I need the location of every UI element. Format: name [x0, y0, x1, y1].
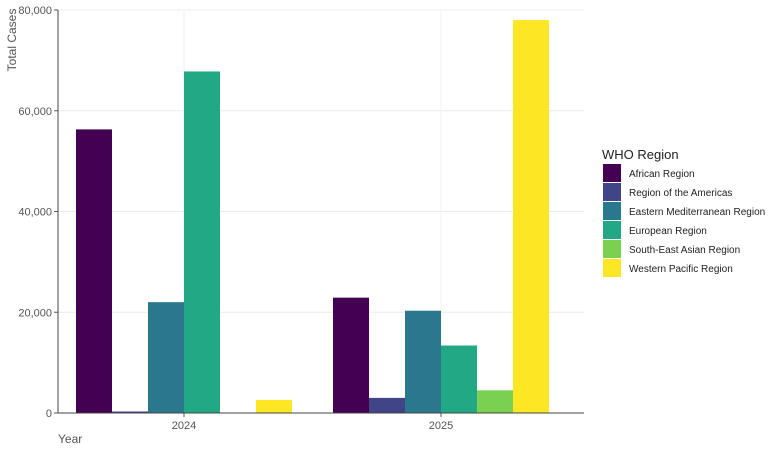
x-tick-label: 2025 [429, 420, 453, 432]
bar [148, 302, 184, 413]
bar [441, 345, 477, 413]
y-tick-labels: 0 20,000 40,000 60,000 80,000 [18, 5, 58, 420]
y-axis-title: Total Cases [5, 9, 19, 72]
x-tick-label: 2024 [172, 420, 196, 432]
legend-swatch [603, 164, 621, 182]
x-axis-title: Year [58, 432, 82, 446]
bar [184, 71, 220, 414]
y-tick-label: 20,000 [18, 307, 52, 319]
bar [256, 399, 292, 413]
bar [477, 390, 513, 413]
legend-label: Western Pacific Region [629, 264, 733, 275]
grid-layer [58, 9, 584, 414]
bar [513, 20, 549, 413]
legend-label: African Region [629, 169, 695, 180]
y-tick-label: 0 [46, 408, 52, 420]
bar [369, 397, 405, 413]
legend: WHO Region African Region Region of the A… [602, 147, 765, 277]
legend-swatch [603, 183, 621, 201]
x-tick-labels: 2024 2025 [172, 413, 453, 432]
legend-swatch [603, 202, 621, 220]
bar [333, 297, 369, 413]
bars-layer [76, 20, 549, 414]
bar [112, 411, 148, 413]
bar [405, 310, 441, 413]
y-tick-label: 80,000 [18, 5, 52, 17]
legend-swatch [603, 259, 621, 277]
y-tick-label: 60,000 [18, 106, 52, 118]
legend-swatch [603, 221, 621, 239]
legend-label: European Region [629, 226, 707, 237]
legend-title: WHO Region [602, 147, 679, 162]
y-tick-label: 40,000 [18, 207, 52, 219]
bar [76, 129, 112, 414]
legend-label: Eastern Mediterranean Region [629, 207, 765, 218]
legend-swatch [603, 240, 621, 258]
legend-label: Region of the Americas [629, 188, 732, 199]
legend-label: South-East Asian Region [629, 245, 740, 256]
